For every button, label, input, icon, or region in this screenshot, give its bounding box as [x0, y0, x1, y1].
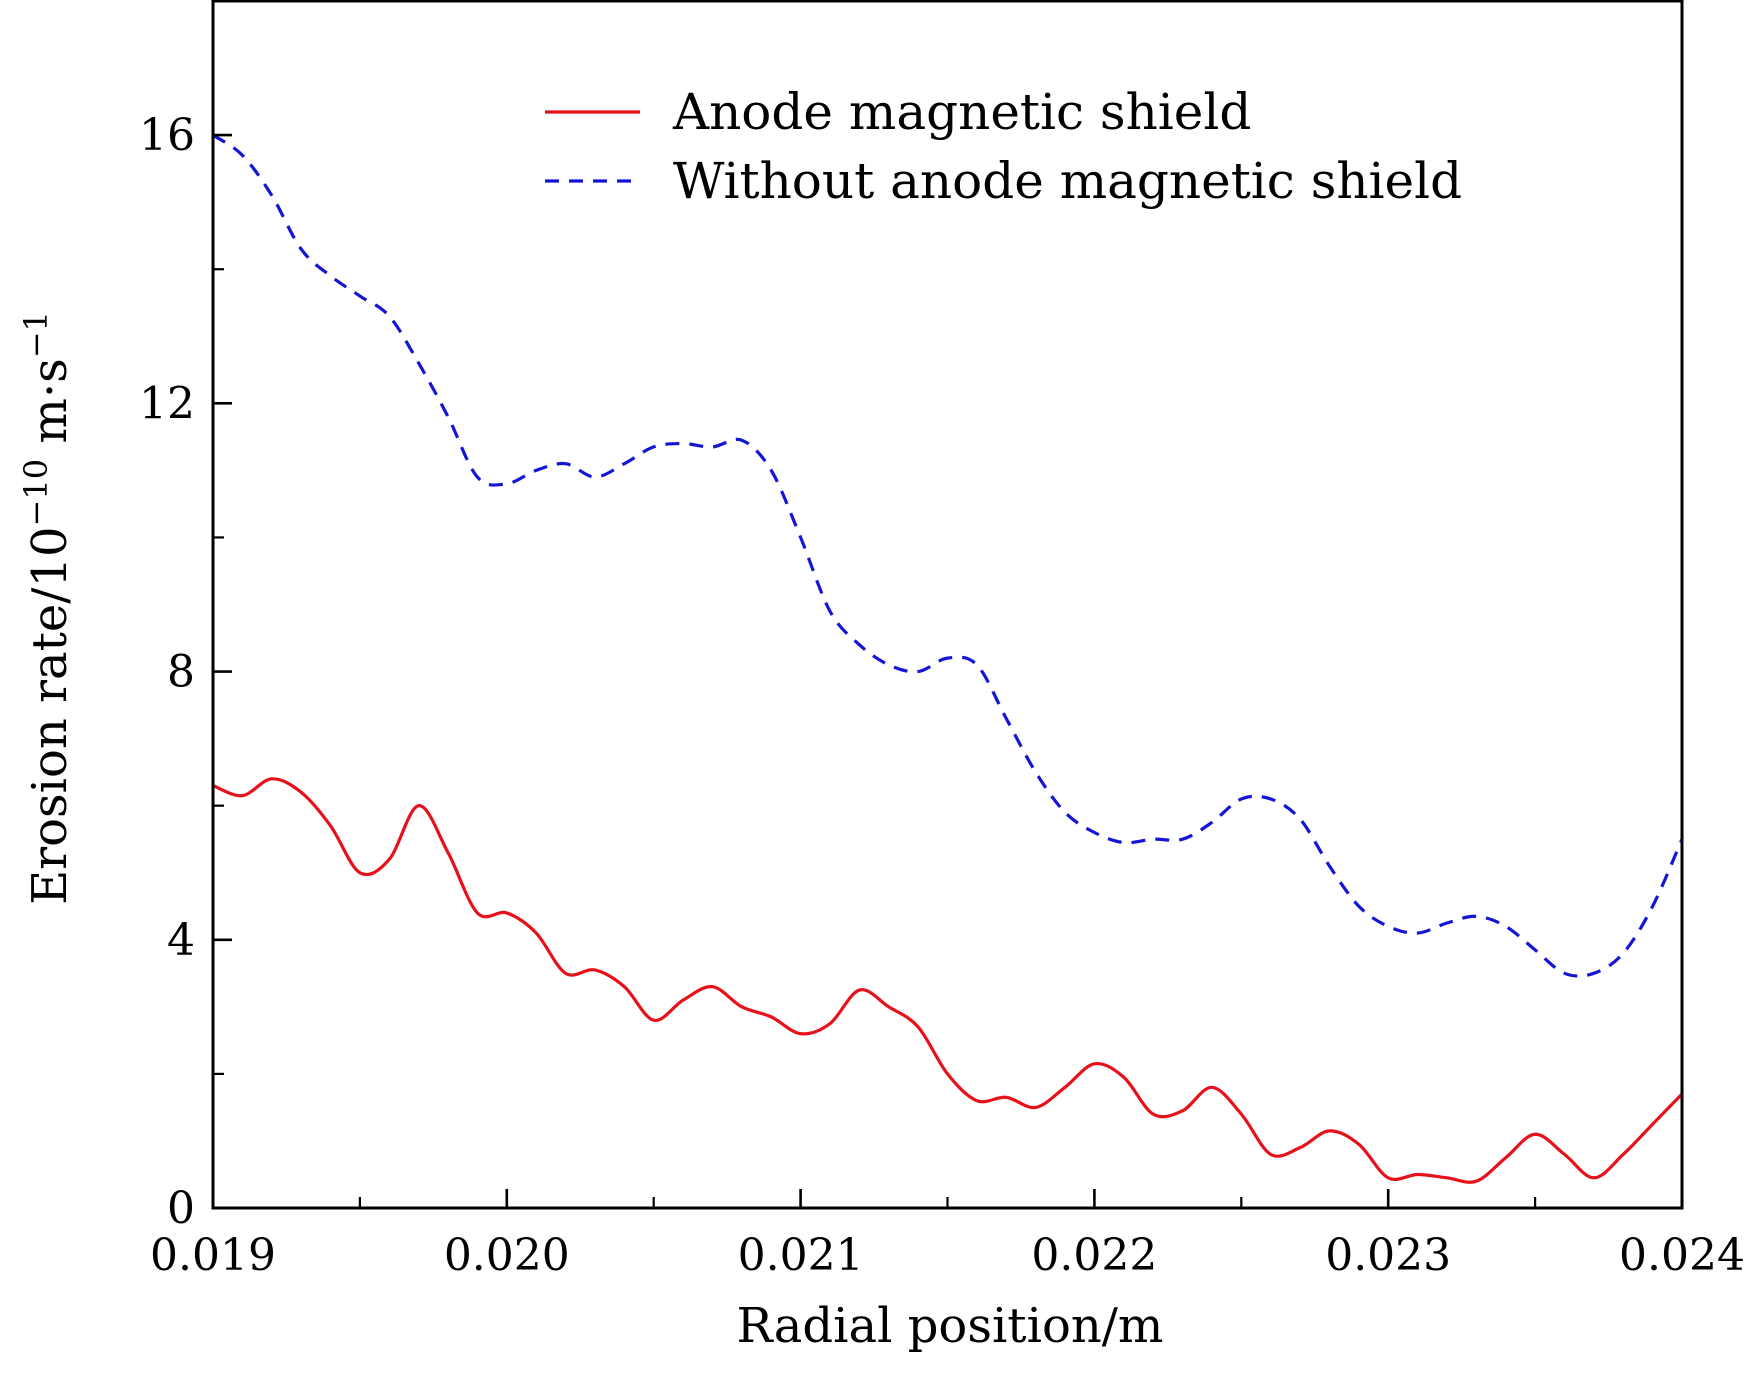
y-tick-label: 12 [139, 378, 195, 429]
legend-label-2: Without anode magnetic shield [673, 152, 1462, 210]
x-tick-label: 0.020 [444, 1230, 570, 1281]
y-tick-label: 0 [167, 1183, 195, 1234]
y-axis-label-units: m·s [22, 358, 78, 459]
series-group [213, 133, 1682, 1184]
series-line-1 [213, 777, 1682, 1184]
y-tick-label: 8 [167, 647, 195, 698]
x-tick-label: 0.019 [150, 1230, 276, 1281]
x-tick-label: 0.021 [738, 1230, 864, 1281]
legend-label-1: Anode magnetic shield [672, 83, 1251, 141]
y-axis-label: Erosion rate/10−10 m·s−1 [17, 311, 78, 905]
y-axis-label-units-exponent: −1 [17, 311, 55, 358]
y-axis-label-exponent: −10 [17, 459, 55, 527]
y-axis-label-main: Erosion rate/10 [22, 526, 78, 904]
axes: 0.019 0.020 0.021 0.022 0.023 0.024 0 4 8 12 16 [139, 0, 1745, 1281]
x-tick-label: 0.023 [1325, 1230, 1451, 1281]
y-tick-label: 16 [139, 110, 195, 161]
x-axis-label: Radial position/m [737, 1298, 1164, 1354]
x-tick-label: 0.024 [1619, 1230, 1745, 1281]
plot-area [213, 133, 1682, 1184]
y-tick-label: 4 [167, 915, 195, 966]
x-tick-label: 0.022 [1031, 1230, 1157, 1281]
series-line-2 [213, 133, 1682, 978]
legend: Anode magnetic shield Without anode magne… [545, 83, 1462, 210]
